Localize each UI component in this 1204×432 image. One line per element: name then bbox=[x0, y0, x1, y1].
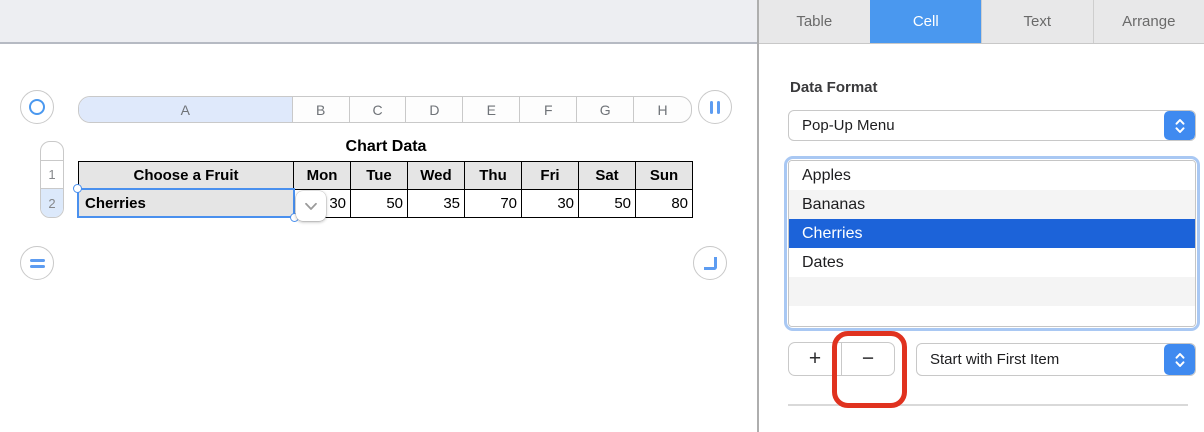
inspector-tabbar: Table Cell Text Arrange bbox=[759, 0, 1204, 44]
add-columns-button[interactable] bbox=[698, 90, 732, 124]
column-header-b[interactable]: B bbox=[293, 97, 350, 122]
data-format-select[interactable]: Pop-Up Menu bbox=[788, 110, 1196, 141]
row-header-title[interactable] bbox=[41, 142, 63, 161]
list-item-apples[interactable]: Apples bbox=[789, 161, 1195, 190]
cell-h1[interactable]: Sun bbox=[636, 162, 693, 190]
cell-f1[interactable]: Fri bbox=[522, 162, 579, 190]
add-columns-icon bbox=[710, 100, 720, 114]
start-with-select[interactable]: Start with First Item bbox=[916, 343, 1196, 376]
chart-data-table: Choose a Fruit Mon Tue Wed Thu Fri Sat S… bbox=[78, 161, 693, 218]
column-header-a[interactable]: A bbox=[79, 97, 293, 122]
tab-cell[interactable]: Cell bbox=[869, 0, 981, 43]
column-header-d[interactable]: D bbox=[406, 97, 464, 122]
format-inspector-panel: Table Cell Text Arrange Data Format Pop-… bbox=[759, 0, 1204, 432]
popup-items-list: Apples Bananas Cherries Dates bbox=[788, 160, 1196, 327]
cell-c1[interactable]: Tue bbox=[351, 162, 408, 190]
row-header-bar: 1 2 bbox=[40, 141, 64, 218]
start-with-select-value: Start with First Item bbox=[930, 351, 1060, 368]
add-rows-icon bbox=[29, 258, 45, 268]
table-handle-button[interactable] bbox=[20, 90, 54, 124]
selection-handle-top-left[interactable] bbox=[73, 184, 82, 193]
cell-e2[interactable]: 70 bbox=[465, 190, 522, 218]
list-item-dates[interactable]: Dates bbox=[789, 248, 1195, 277]
list-item-bananas[interactable]: Bananas bbox=[789, 190, 1195, 219]
spreadsheet-canvas: A B C D E F G H 1 2 Chart Data bbox=[0, 0, 757, 280]
column-header-h[interactable]: H bbox=[657, 101, 668, 118]
chevron-down-icon bbox=[305, 202, 317, 210]
row-header-2[interactable]: 2 bbox=[41, 189, 63, 217]
cell-e1[interactable]: Thu bbox=[465, 162, 522, 190]
list-item-empty[interactable] bbox=[789, 277, 1195, 306]
column-header-c[interactable]: C bbox=[350, 97, 407, 122]
cell-b1[interactable]: Mon bbox=[294, 162, 351, 190]
column-header-g[interactable]: G bbox=[577, 97, 635, 122]
panel-divider bbox=[757, 0, 759, 432]
cell-g1[interactable]: Sat bbox=[579, 162, 636, 190]
cell-a2-popup[interactable]: Cherries bbox=[79, 190, 294, 218]
cell-c2[interactable]: 50 bbox=[351, 190, 408, 218]
cell-d1[interactable]: Wed bbox=[408, 162, 465, 190]
column-header-f[interactable]: F bbox=[520, 97, 578, 122]
data-format-select-value: Pop-Up Menu bbox=[802, 117, 895, 134]
add-item-button[interactable]: + bbox=[789, 343, 842, 375]
column-header-bar: A B C D E F G H bbox=[78, 96, 692, 123]
toolbar-strip bbox=[0, 0, 757, 44]
section-divider bbox=[788, 404, 1188, 406]
cell-d2[interactable]: 35 bbox=[408, 190, 465, 218]
tab-text[interactable]: Text bbox=[981, 0, 1093, 43]
cell-selection-outline bbox=[73, 184, 299, 222]
add-remove-control: + − bbox=[788, 342, 895, 376]
tab-arrange[interactable]: Arrange bbox=[1092, 0, 1204, 43]
row-header-1[interactable]: 1 bbox=[41, 161, 63, 189]
resize-table-button[interactable] bbox=[693, 246, 727, 280]
list-item-cherries[interactable]: Cherries bbox=[789, 219, 1195, 248]
corner-resize-icon bbox=[703, 256, 717, 270]
updown-stepper-icon bbox=[1164, 111, 1195, 140]
cell-h2[interactable]: 80 bbox=[636, 190, 693, 218]
add-rows-button[interactable] bbox=[20, 246, 54, 280]
popup-items-listbox: Apples Bananas Cherries Dates bbox=[784, 156, 1200, 331]
list-filler bbox=[789, 306, 1195, 326]
data-format-label: Data Format bbox=[790, 79, 878, 96]
updown-stepper-icon bbox=[1164, 344, 1195, 375]
table-title[interactable]: Chart Data bbox=[345, 138, 427, 155]
column-header-e[interactable]: E bbox=[463, 97, 521, 122]
popup-cell-chevron-button[interactable] bbox=[296, 191, 326, 221]
cell-g2[interactable]: 50 bbox=[579, 190, 636, 218]
cell-f2[interactable]: 30 bbox=[522, 190, 579, 218]
table-handle-icon bbox=[29, 99, 45, 115]
tab-table[interactable]: Table bbox=[796, 13, 833, 30]
remove-item-button[interactable]: − bbox=[861, 347, 875, 370]
cell-a1[interactable]: Choose a Fruit bbox=[79, 162, 294, 190]
